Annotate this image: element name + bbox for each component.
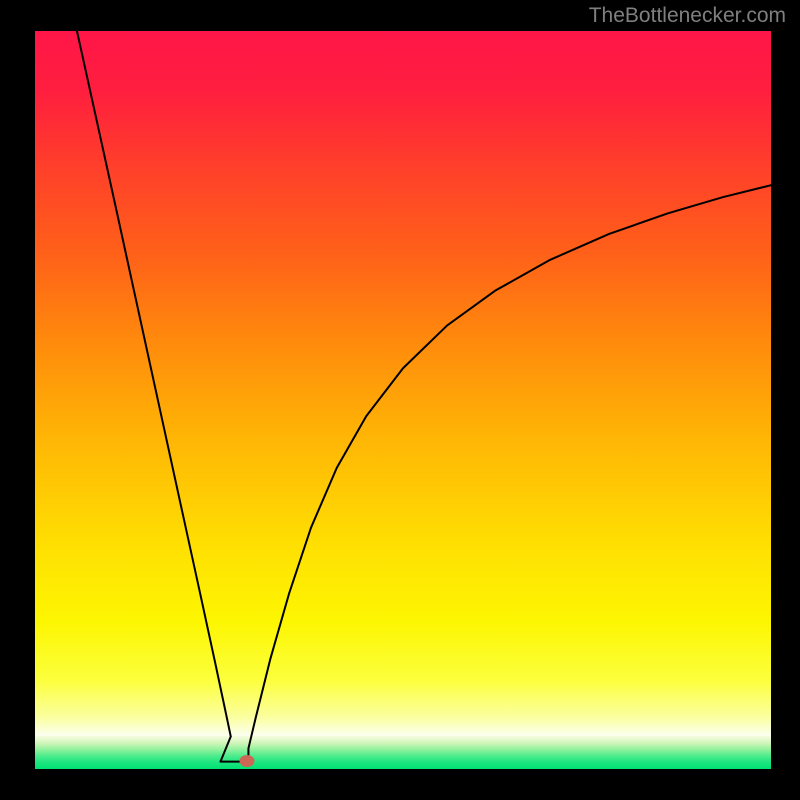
bottleneck-curve xyxy=(35,31,771,769)
watermark-text: TheBottlenecker.com xyxy=(589,4,786,28)
plot-area xyxy=(35,31,771,769)
notch-marker xyxy=(239,755,254,767)
